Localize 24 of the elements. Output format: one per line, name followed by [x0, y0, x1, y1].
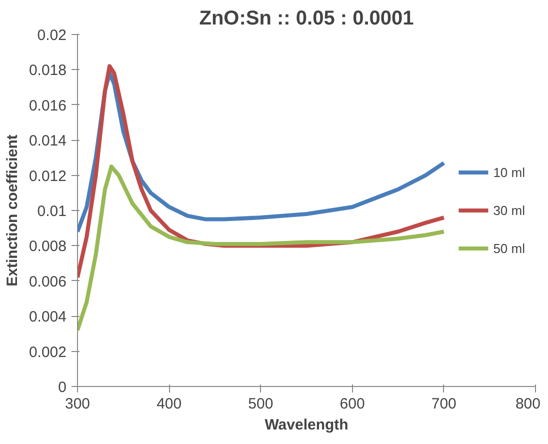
- y-tick-label: 0: [58, 379, 66, 396]
- y-tick-label: 0.02: [37, 27, 67, 44]
- x-axis-title: Wavelength: [264, 416, 348, 434]
- line-series: [78, 164, 446, 332]
- y-tick-label: 0.008: [28, 238, 67, 256]
- y-tick-label: 0.01: [37, 203, 67, 220]
- x-tick-label: 700: [431, 396, 456, 412]
- y-tick-label: 0.002: [28, 344, 67, 361]
- legend-label: 30 ml: [493, 202, 525, 218]
- x-tick-label: 600: [340, 396, 365, 412]
- y-tick-label: 0.006: [28, 273, 67, 290]
- y-axis-title: Extinction coefficient: [4, 134, 21, 286]
- y-tick-label: 0.018: [28, 62, 67, 80]
- y-tick-label: 0.016: [28, 97, 67, 114]
- y-tick-label: 0.014: [28, 132, 67, 150]
- x-tick-label: 300: [64, 396, 90, 412]
- legend-label: 50 ml: [493, 240, 525, 256]
- x-tick-label: 800: [515, 396, 541, 412]
- legend-label: 10 ml: [493, 164, 525, 180]
- chart-title: ZnO:Sn :: 0.05 : 0.0001: [199, 8, 414, 30]
- y-tick-label: 0.012: [28, 168, 67, 185]
- x-tick-label: 400: [156, 396, 182, 412]
- x-tick-label: 500: [248, 396, 274, 412]
- y-tick-label: 0.004: [28, 308, 67, 326]
